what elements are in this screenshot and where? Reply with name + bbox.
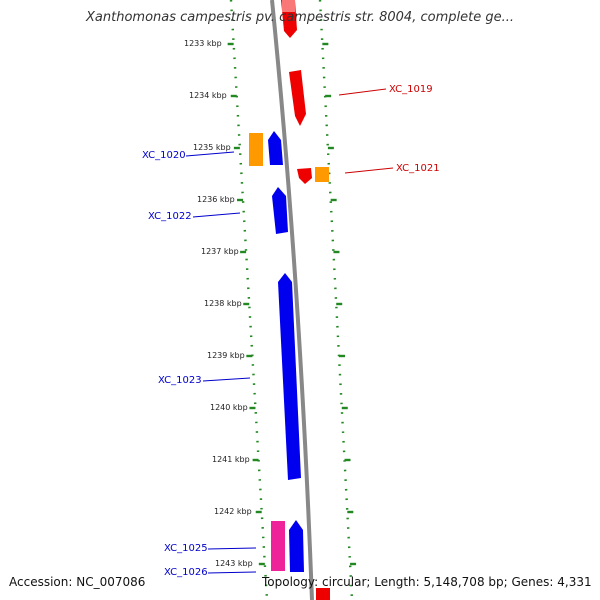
leader-xc-1025: [207, 547, 257, 550]
tick-label: 1234 kbp: [189, 91, 227, 100]
tick-label: 1239 kbp: [207, 351, 245, 360]
gene-xc-1020-orange: [249, 133, 263, 166]
tick-label: 1233 kbp: [184, 39, 222, 48]
label-xc-1025: XC_1025: [164, 543, 208, 554]
genes: [249, 0, 330, 600]
genome-summary-text: Topology: circular; Length: 5,148,708 bp…: [262, 575, 592, 589]
gene-xc-1021-red: [297, 168, 312, 184]
label-xc-1021: XC_1021: [396, 163, 440, 174]
label-xc-1020: XC_1020: [142, 150, 186, 161]
tick-rings: [229, 0, 354, 600]
gene-bottom-red: [316, 588, 330, 600]
label-xc-1023: XC_1023: [158, 375, 202, 386]
tick-label: 1243 kbp: [215, 559, 253, 568]
tick-label: 1240 kbp: [210, 403, 248, 412]
leader-xc-1022: [192, 212, 241, 218]
leader-xc-1021: [344, 167, 394, 174]
tick-label: 1242 kbp: [214, 507, 252, 516]
label-xc-1026: XC_1026: [164, 567, 208, 578]
gene-labels: XC_1019 XC_1020 XC_1021 XC_1022 XC_1023 …: [142, 84, 440, 578]
gene-xc-1025: [271, 521, 285, 571]
gene-xc-1023: [278, 273, 301, 480]
leader-xc-1019: [338, 88, 387, 96]
accession-text: Accession: NC_007086: [9, 575, 146, 589]
tick-label: 1235 kbp: [193, 143, 231, 152]
tick-label: 1236 kbp: [197, 195, 235, 204]
tick-label: 1237 kbp: [201, 247, 239, 256]
gene-top-pink: [282, 0, 295, 12]
genome-backbone: [270, 0, 314, 600]
gene-xc-1019: [289, 70, 306, 126]
leader-xc-1020: [185, 151, 235, 157]
leader-xc-1026: [207, 571, 257, 574]
gene-xc-1022: [272, 187, 288, 234]
tick-label: 1241 kbp: [212, 455, 250, 464]
gene-xc-1026: [289, 520, 304, 572]
label-xc-1022: XC_1022: [148, 211, 192, 222]
leader-xc-1023: [202, 377, 251, 382]
outer-right-ring: [318, 0, 354, 600]
tick-marks: [227, 42, 357, 566]
gene-xc-1021-orange: [315, 167, 329, 182]
tick-labels: 1233 kbp 1234 kbp 1235 kbp 1236 kbp 1237…: [184, 39, 253, 568]
label-xc-1019: XC_1019: [389, 84, 433, 95]
gene-xc-1020-blue: [268, 131, 283, 165]
tick-label: 1238 kbp: [204, 299, 242, 308]
map-title: Xanthomonas campestris pv. campestris st…: [86, 10, 514, 25]
